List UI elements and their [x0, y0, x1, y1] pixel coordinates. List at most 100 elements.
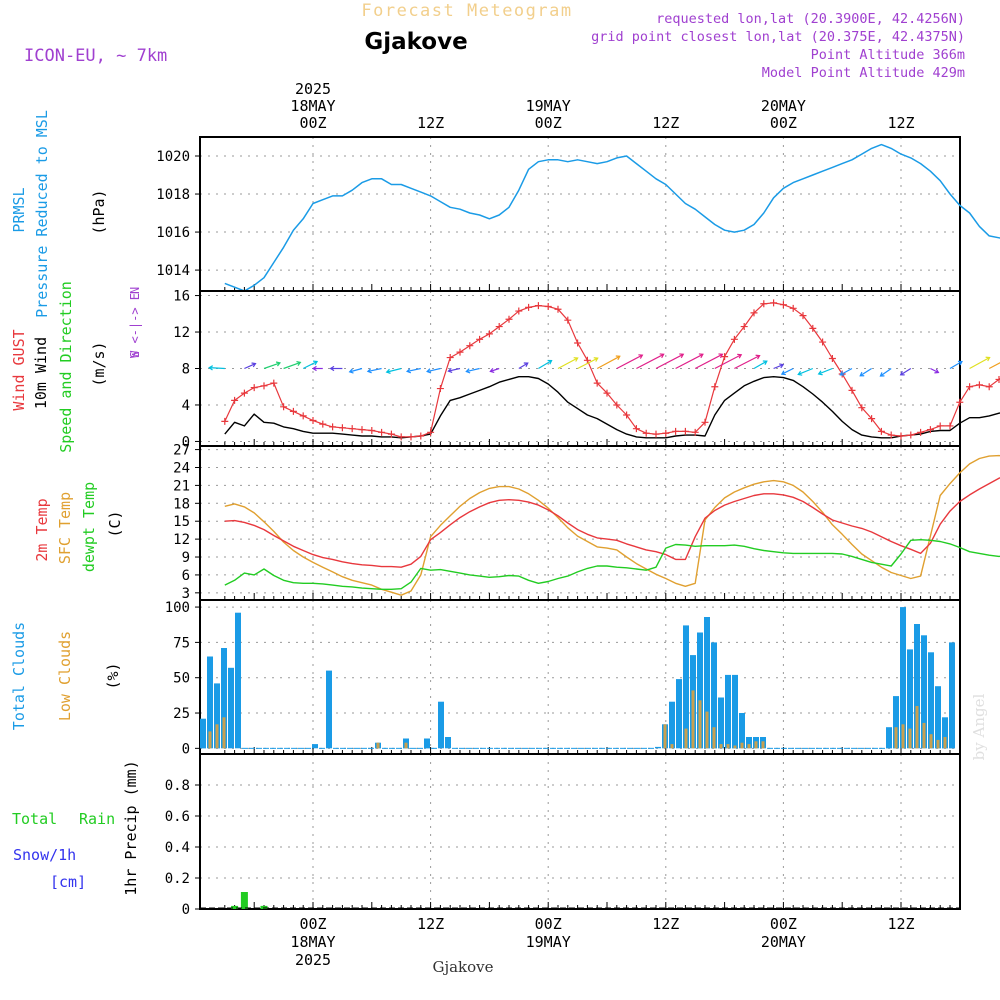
wind-arrow-head [489, 367, 495, 373]
wind-arrow [616, 354, 643, 370]
gust-marker [740, 323, 748, 331]
gust-marker [329, 423, 337, 431]
wind-unit-label: (m/s) [90, 341, 108, 386]
sfc-temp-line [224, 454, 1000, 596]
wind-arrow [655, 353, 684, 370]
wind-arrow [636, 353, 664, 370]
gust-marker [260, 382, 268, 390]
snow-label: Snow/1h [13, 846, 76, 864]
bottom-time-label: 12Z [652, 915, 679, 933]
bottom-time-label: 2025 [295, 951, 331, 969]
wind-arrow [930, 367, 939, 374]
total-cloud-bar [746, 737, 752, 749]
rain-bar [260, 905, 268, 909]
precipitation-panel: 0 0.2 0.4 0.6 0.8 [165, 753, 961, 918]
gust-marker [407, 433, 415, 441]
wind-arrow [466, 367, 480, 373]
gust-marker [770, 299, 778, 307]
wind-arrow [773, 364, 784, 370]
temperature-labels: 2m Temp SFC Temp dewpt Temp (C) [33, 482, 124, 572]
product-title: Forecast Meteogram [361, 1, 572, 21]
top-time-label: 00Z [299, 114, 326, 132]
low-cloud-bar [901, 724, 905, 749]
gust-marker [427, 428, 435, 436]
gust-marker [858, 404, 866, 412]
total-cloud-bar [445, 737, 451, 749]
top-time-label: 20MAY [761, 97, 806, 115]
snow-unit-label: [cm] [50, 873, 86, 891]
total-cloud-bar [676, 679, 682, 749]
total-cloud-bar [424, 738, 430, 749]
wind-arrow-head [385, 368, 391, 374]
low-cloud-bar [684, 728, 688, 749]
total-cloud-bar [935, 686, 941, 749]
wind-arrow-head [780, 370, 786, 376]
point-altitude: Point Altitude 366m [811, 47, 965, 63]
wind-arrow [798, 367, 814, 376]
gust-marker [358, 426, 366, 434]
precip-frame [199, 753, 961, 910]
wind-arrow [302, 361, 318, 370]
wind-arrow [448, 367, 461, 372]
wind-arrow-head [899, 370, 905, 376]
wind-arrow-head [547, 359, 553, 365]
wind-arrow [209, 367, 225, 370]
top-time-label: 00Z [535, 114, 562, 132]
wind-arrow-head [573, 357, 579, 362]
wind-arrow-head [348, 368, 354, 374]
wind-arrow [596, 355, 621, 370]
low-cloud-bar [894, 727, 898, 749]
pressure-panel: 1014 1016 1018 1020 [156, 136, 1000, 292]
wind-arrow-head [296, 360, 302, 366]
gust-marker [730, 335, 738, 343]
wind-arrow-head [251, 362, 257, 368]
gust-marker [485, 330, 493, 338]
gust-marker [985, 383, 993, 391]
gust-marker [564, 316, 572, 324]
low-cloud-bar [376, 742, 380, 749]
total-cloud-bar [697, 632, 703, 749]
gust-marker [907, 431, 915, 439]
model-label: ICON-EU, ~ 7km [24, 46, 167, 66]
gust-marker [701, 418, 709, 426]
total-cloud-bar [886, 727, 892, 749]
wind-arrow-head [275, 361, 282, 367]
temp-frame [199, 445, 961, 601]
total-cloud-bar [732, 674, 738, 749]
clouds-ytick-label: 50 [173, 671, 190, 687]
total-cloud-bar [711, 642, 717, 749]
temp-ytick-label: 21 [173, 478, 190, 494]
gust-marker [446, 354, 454, 362]
temp2m-line [224, 477, 1000, 568]
gust-marker [583, 356, 591, 364]
pressure-msl-label: Pressure Reduced to MSL [33, 110, 51, 318]
clouds-ytick-label: 25 [173, 706, 190, 722]
wind-arrow [988, 362, 1000, 370]
low-cloud-bar [915, 706, 919, 749]
wind-arrow-head [698, 353, 704, 359]
gust-marker [534, 302, 542, 310]
bottom-time-label: 00Z [770, 915, 797, 933]
low-cloud-bar [754, 741, 758, 749]
wind-arrow [949, 361, 963, 370]
gust-marker [525, 303, 533, 311]
total-cloud-bar [221, 648, 227, 749]
low-cloud-bar [222, 717, 226, 749]
wind-arrow [880, 368, 892, 377]
wind-arrow-head [208, 365, 214, 371]
wind-arrow [263, 362, 281, 370]
gust-marker [750, 309, 758, 317]
gust-marker [691, 428, 699, 436]
speed-direction-label: Speed and Direction [57, 281, 75, 453]
wind10m-label: 10m Wind [32, 337, 50, 409]
total-label: Total [12, 810, 57, 828]
compass-we: W <-|-> E [128, 293, 142, 358]
gust-marker [378, 428, 386, 436]
wind-ytick-label: 4 [182, 398, 190, 414]
dewpt-label: dewpt Temp [80, 482, 98, 572]
low-cloud-bar [404, 742, 408, 749]
gust-marker [456, 348, 464, 356]
wind-arrow-head [755, 354, 761, 360]
gust-marker [270, 379, 278, 387]
rain-bar [240, 892, 248, 909]
